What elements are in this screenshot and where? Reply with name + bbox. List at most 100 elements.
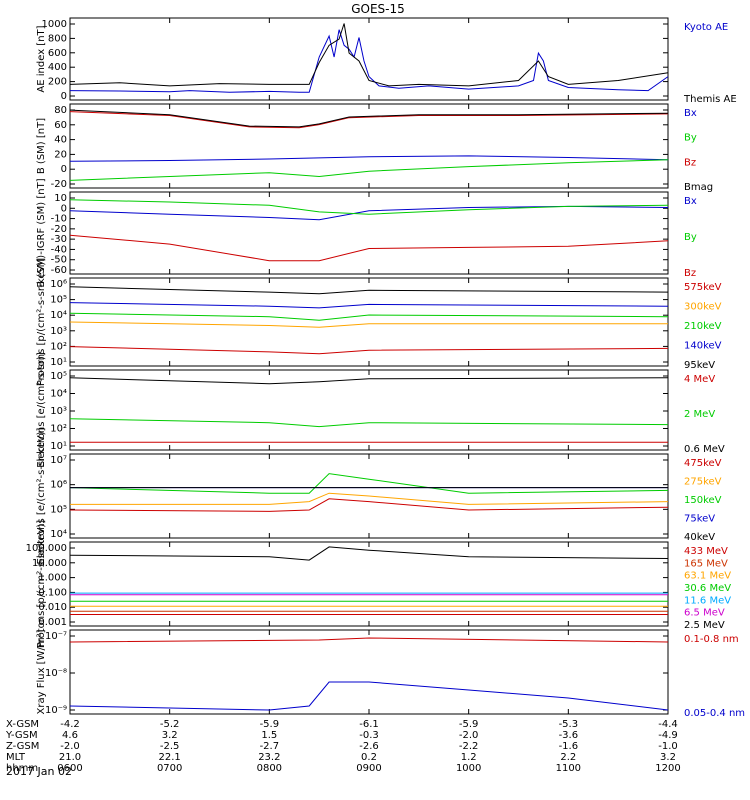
ephemeris-value: -1.0 <box>658 741 678 752</box>
series-line <box>69 498 669 512</box>
legend-entry: 6.5 MeV <box>684 608 725 619</box>
y-tick-label: 40 <box>54 135 67 146</box>
ephemeris-value: 1200 <box>655 763 680 774</box>
series-line <box>69 681 669 711</box>
ephemeris-value: -5.3 <box>559 719 579 730</box>
legend-entry: Bmag <box>684 182 713 193</box>
legend-entry: 165 MeV <box>684 558 728 569</box>
y-tick-label: 0.001 <box>38 617 67 628</box>
series-line <box>69 199 669 215</box>
ephemeris-value: 22.1 <box>159 752 181 763</box>
series-line <box>69 637 669 643</box>
panel-frame <box>69 369 669 451</box>
y-tick-label: 800 <box>48 33 67 44</box>
series-line <box>69 109 669 128</box>
y-tick-label: -40 <box>51 244 67 255</box>
y-tick-label: 0 <box>61 91 67 102</box>
y-tick-label: 10² <box>50 341 67 352</box>
y-tick-label: 0.100 <box>38 587 67 598</box>
y-tick-label: 200 <box>48 77 67 88</box>
y-tick-label: 10.000 <box>32 558 67 569</box>
legend-entry: 4 MeV <box>684 374 715 385</box>
y-tick-label: 0 <box>61 164 67 175</box>
legend-entry: 11.6 MeV <box>684 595 731 606</box>
ephemeris-value: 1.2 <box>461 752 477 763</box>
series-line <box>69 546 669 561</box>
y-tick-label: 10³ <box>50 406 67 417</box>
y-tick-label: -20 <box>51 224 67 235</box>
panel-1: 80 60 40 20 0 -20 B (SM) [nT] Bx By Bz Bmag <box>36 103 713 193</box>
y-axis-label: Electrons [e/(cm²-s-sr)] <box>36 352 47 468</box>
legend-entry: Bx <box>684 108 697 119</box>
ephemeris-value: 3.2 <box>660 752 676 763</box>
ephemeris-value: 0900 <box>356 763 381 774</box>
ephemeris-value: 21.0 <box>59 752 81 763</box>
legend-entry: 300keV <box>684 302 722 313</box>
y-axis-label: Protons [p/(cm²-s-sr-keV)] <box>36 258 47 386</box>
ephemeris-value: -2.5 <box>160 741 180 752</box>
legend-entry: By <box>684 133 697 144</box>
y-tick-label: -30 <box>51 234 67 245</box>
y-tick-label: 10⁶ <box>50 480 67 491</box>
panel-frame <box>69 541 669 627</box>
y-tick-label: -60 <box>51 265 67 276</box>
ephemeris-value: -2.0 <box>60 741 80 752</box>
y-tick-label: 10⁻⁸ <box>45 668 67 679</box>
ephemeris-value: 4.6 <box>62 730 78 741</box>
series-line <box>69 321 668 328</box>
ephemeris-value: 1100 <box>556 763 581 774</box>
y-tick-label: 600 <box>48 48 67 59</box>
panel-0: 1000 800 600 400 200 0 AE index [nT] Kyoto AE Th… <box>36 17 737 105</box>
ephemeris-row-label: X-GSM <box>6 719 39 730</box>
ephemeris-row-label: MLT <box>6 752 26 763</box>
y-tick-label: -10 <box>51 214 67 225</box>
ephemeris-value: -5.2 <box>160 719 180 730</box>
ephemeris-value: -2.7 <box>260 741 280 752</box>
y-axis-label: Protons [p/(cm²-s-sr-keV)] <box>36 520 47 648</box>
y-tick-label: 10⁴ <box>50 310 67 321</box>
y-tick-label: 0 <box>61 203 67 214</box>
date-label: 2017 Jan 02 <box>6 765 72 778</box>
y-axis-label: Xray Flux [W/m²] <box>36 629 47 714</box>
legend-entry: 275keV <box>684 477 722 488</box>
series-line <box>69 234 669 262</box>
y-axis-label: AE index [nT] <box>36 25 47 92</box>
panel-frame <box>69 191 669 275</box>
y-tick-label: 0.010 <box>38 602 67 613</box>
series-line <box>69 23 669 87</box>
legend-entry: Bz <box>684 268 696 279</box>
ephemeris-value: -5.9 <box>459 719 479 730</box>
panel-2: 100-10-20-30-40-50-60B (SM)-IGRF (SM) [n… <box>36 178 697 287</box>
y-axis-label: Electrons [e/(cm²-s-sr-keV)] <box>36 427 47 564</box>
y-tick-label: 60 <box>54 120 67 131</box>
y-tick-label: 1000 <box>42 19 67 30</box>
legend-entry: 2 MeV <box>684 409 715 420</box>
series-line <box>69 159 669 181</box>
y-tick-label: 1.000 <box>38 573 67 584</box>
y-tick-label: 10 <box>54 193 67 204</box>
y-tick-label: 10⁴ <box>50 389 67 400</box>
legend-entry: 30.6 MeV <box>684 583 731 594</box>
legend-entry: 0.1-0.8 nm <box>684 634 739 645</box>
y-tick-label: 10⁵ <box>50 295 67 306</box>
legend-entry: Bx <box>684 196 697 207</box>
legend-entry: 95keV <box>684 360 715 371</box>
ephemeris-value: -1.6 <box>559 741 579 752</box>
legend-entry: Themis AE <box>683 94 737 105</box>
panel-frame <box>69 629 669 715</box>
ephemeris-value: -4.4 <box>658 719 678 730</box>
plot-title: GOES-15 <box>351 2 405 16</box>
y-tick-label: 10¹ <box>50 441 67 452</box>
y-tick-label: 10⁴ <box>50 529 67 540</box>
ephemeris-value: -6.1 <box>359 719 379 730</box>
legend-entry: 210keV <box>684 321 722 332</box>
legend-entry: Kyoto AE <box>684 22 728 33</box>
ephemeris-value: 0.2 <box>361 752 377 763</box>
ephemeris-value: -2.2 <box>459 741 479 752</box>
ephemeris-value: 0700 <box>157 763 182 774</box>
ephemeris-value: 3.2 <box>162 730 178 741</box>
series-line <box>69 312 669 321</box>
